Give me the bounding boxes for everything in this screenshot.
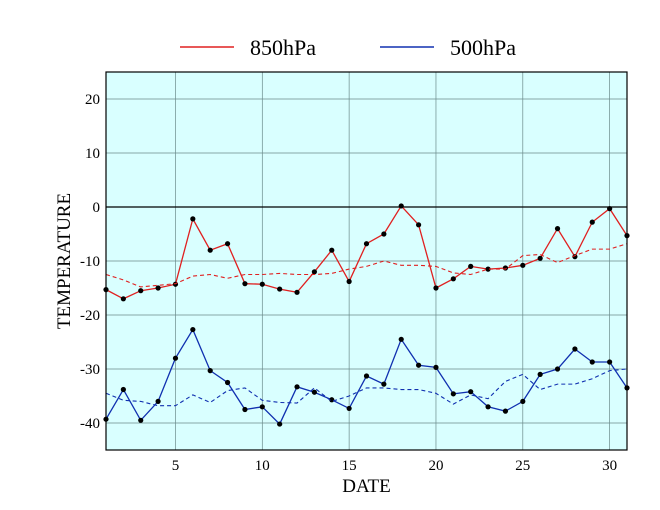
- data-point-500hpa: [381, 381, 387, 387]
- data-point-500hpa: [155, 398, 161, 404]
- data-point-850hpa: [259, 281, 265, 287]
- data-point-850hpa: [416, 222, 422, 228]
- plot-area: [103, 71, 630, 451]
- data-point-850hpa: [381, 231, 387, 237]
- y-tick-label: -40: [80, 416, 100, 432]
- data-point-850hpa: [155, 285, 161, 291]
- data-point-500hpa: [346, 405, 352, 412]
- data-point-500hpa: [294, 384, 300, 390]
- y-axis-label: TEMPERATURE: [54, 193, 75, 329]
- data-point-850hpa: [224, 241, 231, 247]
- data-point-500hpa: [172, 355, 179, 361]
- data-point-500hpa: [259, 404, 265, 410]
- data-point-500hpa: [554, 366, 561, 372]
- data-point-850hpa: [277, 286, 283, 292]
- data-point-500hpa: [363, 373, 370, 379]
- data-point-500hpa: [589, 359, 595, 365]
- data-point-500hpa: [537, 371, 543, 377]
- data-point-850hpa: [329, 247, 335, 253]
- data-point-500hpa: [207, 368, 213, 374]
- data-point-850hpa: [554, 226, 561, 232]
- x-axis-ticks: 5 10 15 20 25 30: [172, 458, 617, 474]
- legend-label-850hpa: 850hPa: [250, 35, 316, 60]
- data-point-500hpa: [485, 404, 491, 410]
- x-tick-label: 15: [342, 458, 357, 474]
- data-point-850hpa: [294, 289, 300, 295]
- data-point-850hpa: [450, 276, 456, 282]
- data-point-500hpa: [502, 408, 509, 414]
- data-point-500hpa: [329, 397, 335, 403]
- data-point-500hpa: [572, 346, 578, 352]
- y-tick-label: 20: [85, 92, 100, 108]
- plot-frame: [105, 71, 628, 451]
- y-tick-label: 0: [93, 200, 101, 216]
- data-point-850hpa: [242, 281, 248, 287]
- grid-lines: [106, 72, 627, 450]
- y-tick-label: -20: [80, 308, 100, 324]
- x-tick-label: 25: [515, 458, 530, 474]
- data-point-850hpa: [138, 288, 144, 294]
- data-point-500hpa: [242, 406, 248, 413]
- x-tick-label: 10: [255, 458, 270, 474]
- data-point-850hpa: [207, 247, 213, 253]
- data-point-500hpa: [277, 421, 283, 427]
- data-point-500hpa: [416, 362, 422, 368]
- data-point-500hpa: [138, 417, 144, 423]
- data-point-850hpa: [502, 265, 509, 271]
- y-tick-label: 10: [85, 146, 100, 162]
- y-tick-label: -30: [80, 362, 100, 378]
- data-point-850hpa: [311, 269, 317, 275]
- data-point-850hpa: [589, 219, 595, 225]
- data-point-850hpa: [572, 254, 578, 260]
- data-point-850hpa: [485, 266, 491, 272]
- data-point-850hpa: [346, 278, 352, 285]
- data-point-500hpa: [520, 398, 526, 404]
- data-point-850hpa: [607, 206, 613, 212]
- data-point-500hpa: [311, 389, 317, 395]
- x-tick-label: 30: [602, 458, 617, 474]
- data-point-500hpa: [450, 391, 456, 397]
- data-point-850hpa: [398, 203, 404, 209]
- data-point-850hpa: [363, 241, 370, 247]
- data-point-850hpa: [520, 262, 526, 268]
- x-tick-label: 20: [428, 458, 443, 474]
- x-axis-label: DATE: [342, 476, 391, 497]
- data-point-500hpa: [433, 364, 439, 370]
- series-layer: [103, 203, 630, 427]
- data-point-500hpa: [468, 389, 474, 395]
- y-tick-label: -10: [80, 254, 100, 270]
- data-point-500hpa: [607, 359, 613, 365]
- data-point-850hpa: [433, 285, 439, 291]
- legend: 850hPa 500hPa: [180, 35, 516, 60]
- data-point-500hpa: [398, 336, 404, 342]
- series-line-series-3-dashed: [105, 368, 628, 407]
- data-point-850hpa: [190, 216, 196, 222]
- data-point-500hpa: [120, 386, 126, 393]
- data-point-850hpa: [468, 263, 474, 269]
- series-line-series-1-dashed: [105, 243, 628, 288]
- data-point-850hpa: [537, 255, 543, 261]
- y-axis-ticks: 20 10 0 -10 -20 -30 -40: [80, 92, 100, 432]
- data-point-500hpa: [224, 379, 231, 386]
- x-tick-label: 5: [172, 458, 180, 474]
- data-point-850hpa: [120, 296, 126, 302]
- legend-label-500hpa: 500hPa: [450, 35, 516, 60]
- data-point-500hpa: [190, 326, 196, 333]
